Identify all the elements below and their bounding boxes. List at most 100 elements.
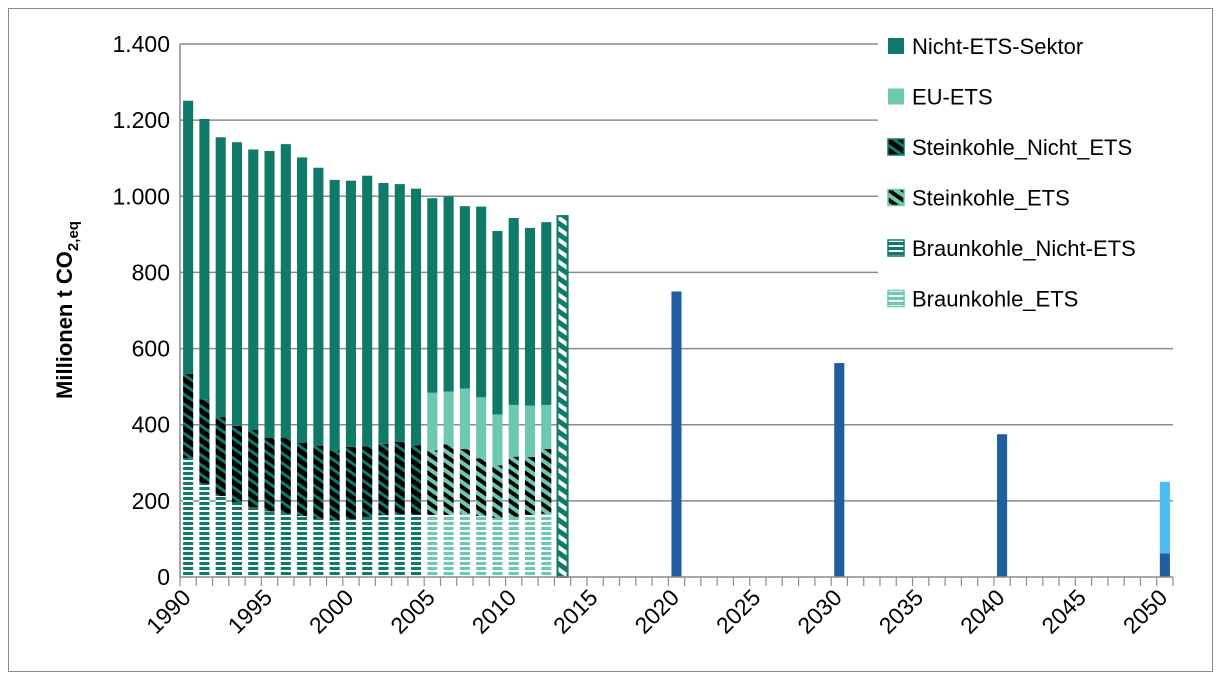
bar-eu-ets-2009 [492,414,503,466]
bar-nicht-ets-1992 [215,137,226,418]
bar-steinkohle-1999 [329,450,340,521]
bar-nicht-ets-2005 [427,198,438,393]
bar-steinkohle-2009 [492,465,503,518]
bar-nicht-ets-2012 [541,222,552,405]
bar-nicht-ets-2002 [378,182,389,444]
bar-braunkohle-2011 [524,514,536,577]
bar-braunkohle-2012 [541,513,552,577]
y-axis-label: Millionen t CO2,eq [52,221,82,399]
bar-eu-ets-2011 [524,405,536,458]
bar-eu-ets-2008 [476,397,487,459]
bar-braunkohle-1990 [183,458,194,577]
bar-braunkohle-1992 [215,495,226,577]
bar-braunkohle-2004 [410,514,422,577]
bar-braunkohle-2001 [362,516,373,577]
bar-steinkohle-2003 [394,441,405,515]
bar-nicht-ets-2009 [492,230,503,415]
bar-nicht-ets-1991 [199,119,210,400]
bar-braunkohle-2002 [378,515,389,577]
bar-nicht-ets-2006 [443,196,454,392]
bar-nicht-ets-2008 [476,206,487,398]
bar-braunkohle-2010 [508,516,519,577]
bar-target-2050 [1159,553,1170,577]
bar-steinkohle-2006 [443,444,454,515]
y-tick-label: 600 [132,336,170,362]
bar-eu-ets-2010 [508,404,519,457]
bar-braunkohle-1994 [248,507,259,577]
bar-nicht-ets-1999 [329,179,340,451]
legend-label: Steinkohle_Nicht_ETS [912,135,1132,160]
bar-eu-ets-2005 [427,392,438,451]
x-tick-label: 1995 [222,584,277,639]
x-tick-label: 1990 [141,584,196,639]
legend-swatch [887,289,905,308]
bar-nicht-ets-2001 [362,175,373,447]
legend-label: Braunkohle_Nicht-ETS [912,236,1136,261]
bar-nicht-ets-1997 [297,157,308,443]
bar-target-range-2050 [1159,481,1170,554]
bar-braunkohle-1993 [231,501,243,577]
bar-braunkohle-1997 [297,516,308,577]
bar-braunkohle-2007 [459,513,470,577]
bar-steinkohle-1995 [264,438,275,512]
bar-braunkohle-1995 [264,511,275,577]
bar-steinkohle-1997 [297,442,308,517]
legend-swatch [888,88,904,105]
x-tick-label: 2030 [792,584,847,639]
bar-steinkohle-2001 [362,446,373,517]
bar-braunkohle-2005 [427,514,438,577]
bar-steinkohle-2012 [541,449,552,514]
bar-steinkohle-1992 [215,417,226,496]
bar-nicht-ets-2007 [459,206,470,389]
y-tick-label: 800 [132,259,170,285]
y-tick-label: 0 [157,564,170,590]
bar-eu-ets-2006 [443,391,454,445]
bar-eu-ets-2012 [541,404,552,450]
bar-braunkohle-2000 [345,519,356,577]
x-tick-label: 2040 [955,584,1010,639]
bar-steinkohle-1998 [313,445,324,519]
bar-braunkohle-2008 [476,516,487,577]
bar-nicht-ets-1994 [248,149,259,431]
bar-steinkohle-1990 [183,373,194,459]
bar-eu-ets-2007 [459,388,470,450]
bar-nicht-ets-1996 [280,144,291,439]
bar-target-2040 [997,434,1008,577]
y-tick-label: 1.200 [112,107,170,133]
bar-steinkohle-1994 [248,430,259,508]
bar-steinkohle-1991 [199,399,210,484]
bar-nicht-ets-2011 [524,227,536,406]
bar-braunkohle-2006 [443,514,454,577]
y-tick-label: 400 [132,412,170,438]
bar-steinkohle-2011 [524,457,536,515]
bar-braunkohle-1999 [329,520,340,577]
bar-steinkohle-2008 [476,458,487,517]
bar-steinkohle-2005 [427,450,438,515]
bar-steinkohle-1996 [280,438,291,514]
legend-background [878,30,1208,325]
legend-label: Steinkohle_ETS [912,186,1070,211]
legend-label: Nicht-ETS-Sektor [912,34,1083,59]
bar-steinkohle-2002 [378,443,389,516]
bar-nicht-ets-2004 [410,188,422,446]
bar-braunkohle-2003 [394,514,405,577]
bar-total-2013 [556,215,569,578]
bar-steinkohle-2004 [410,445,422,515]
bar-steinkohle-2007 [459,449,470,514]
bar-braunkohle-1998 [313,518,324,577]
legend-swatch [887,239,905,257]
bar-target-2020 [671,291,682,577]
legend-label: EU-ETS [912,85,993,110]
bar-nicht-ets-1995 [264,150,275,439]
bar-braunkohle-1991 [199,483,210,577]
x-tick-label: 2045 [1036,584,1091,639]
bar-steinkohle-2000 [345,446,356,520]
y-tick-label: 1.000 [112,183,170,209]
bar-steinkohle-2010 [508,456,519,517]
x-tick-label: 2005 [385,584,440,639]
x-tick-label: 2025 [711,584,766,639]
y-tick-label: 200 [132,488,170,514]
legend-swatch [887,138,905,156]
x-tick-label: 2035 [874,584,929,639]
